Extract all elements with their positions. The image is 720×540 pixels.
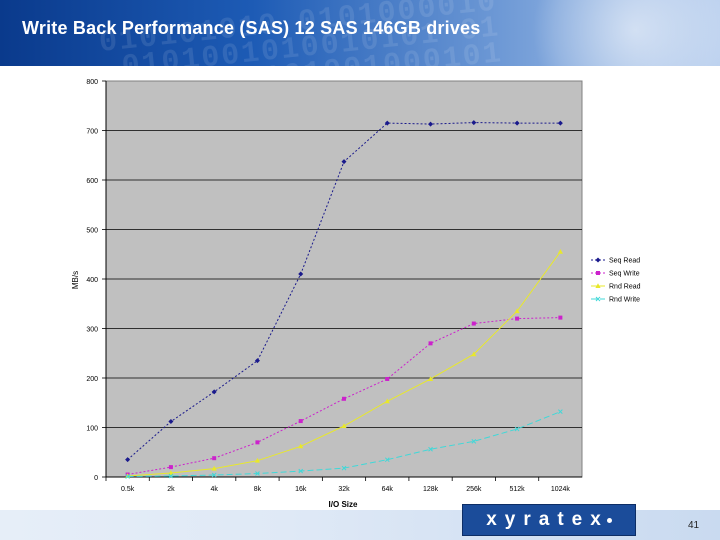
y-tick-label: 400 <box>86 277 98 284</box>
data-point <box>557 120 563 126</box>
data-point <box>428 446 433 452</box>
data-point <box>558 409 563 415</box>
y-tick-label: 600 <box>86 178 98 185</box>
x-tick-label: 2k <box>167 486 175 493</box>
data-point <box>255 440 260 445</box>
data-point <box>254 358 260 364</box>
x-tick-label: 16k <box>295 486 307 493</box>
data-point <box>427 376 434 381</box>
x-tick-label: 256k <box>466 486 482 493</box>
x-tick-label: 0.5k <box>121 486 135 493</box>
x-tick-label: 128k <box>423 486 439 493</box>
logo-text: xyratex <box>486 509 609 530</box>
x-tick-label: 4k <box>210 486 218 493</box>
data-point <box>595 296 601 302</box>
data-point <box>558 315 563 320</box>
legend-label: Seq Read <box>609 258 640 265</box>
data-point <box>341 423 347 429</box>
y-tick-label: 100 <box>86 426 98 433</box>
data-point <box>212 456 217 461</box>
data-point <box>342 396 346 401</box>
y-tick-label: 700 <box>86 129 98 136</box>
legend-label: Rnd Write <box>609 297 640 304</box>
data-point <box>125 457 131 463</box>
data-point <box>211 472 217 478</box>
y-tick-label: 300 <box>86 327 98 334</box>
logo-dot-icon <box>606 517 612 523</box>
data-point <box>428 341 433 346</box>
data-point <box>211 389 217 395</box>
x-tick-label: 32k <box>338 486 350 493</box>
data-point <box>168 419 174 425</box>
line-chart: 0 100 200 300 400 500 600 700 800 0.5k 2k 4k 8k 16k 32… <box>71 79 641 509</box>
data-point <box>514 120 520 126</box>
series-line <box>127 317 561 476</box>
data-point <box>298 468 304 474</box>
x-tick-label: 8k <box>254 486 262 493</box>
x-axis-label: I/O Size <box>329 500 358 509</box>
legend-label: Rnd Read <box>609 284 641 291</box>
header-disc-graphic <box>520 0 720 66</box>
y-tick-label: 500 <box>86 228 98 235</box>
data-point <box>168 470 174 476</box>
slide-title: Write Back Performance (SAS) 12 SAS 146G… <box>22 18 481 38</box>
data-point <box>211 465 217 471</box>
data-point <box>125 474 130 479</box>
y-tick-label: 200 <box>86 376 98 383</box>
y-tick-label: 0 <box>94 475 98 482</box>
data-point <box>471 120 477 126</box>
data-point <box>595 283 601 288</box>
data-point <box>471 321 476 326</box>
legend-label: Seq Write <box>609 271 640 278</box>
data-point <box>385 376 390 381</box>
x-tick-label: 512k <box>509 486 525 493</box>
data-point <box>428 121 434 127</box>
data-point <box>514 308 520 314</box>
data-point <box>254 457 261 463</box>
data-point <box>341 465 347 471</box>
data-point <box>298 271 304 277</box>
data-point <box>384 398 390 404</box>
data-point <box>384 457 390 463</box>
slide-header: 010101010 0101000010 0101001010010101 01… <box>0 0 720 66</box>
data-point <box>341 159 347 165</box>
data-point <box>515 316 520 321</box>
xyratex-logo: xyratex <box>462 504 636 536</box>
data-point <box>595 257 601 263</box>
data-point <box>298 419 303 424</box>
data-point <box>471 351 477 357</box>
y-tick-label: 800 <box>86 79 98 86</box>
data-point <box>168 465 173 470</box>
page-number: 41 <box>688 520 700 531</box>
data-point <box>298 443 304 449</box>
data-point <box>514 426 520 432</box>
x-tick-label: 64k <box>382 486 394 493</box>
data-point <box>168 473 174 479</box>
data-point <box>557 248 563 254</box>
data-point <box>255 471 260 476</box>
data-point <box>596 271 600 275</box>
data-point <box>471 439 477 444</box>
data-point <box>384 120 390 126</box>
y-axis-label: MB/s <box>71 271 80 289</box>
x-tick-label: 1024k <box>551 486 571 493</box>
